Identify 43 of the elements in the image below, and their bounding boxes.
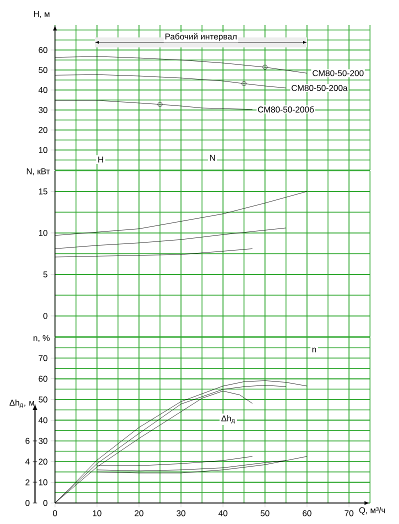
band-label: Рабочий интервал	[165, 33, 237, 42]
x-tick-label: 20	[134, 510, 144, 516]
x-tick-label: 30	[176, 510, 186, 516]
y2-tick-label: 6	[26, 438, 30, 444]
y-tick-label: 60	[38, 376, 48, 382]
series-label: СМ80-50-200а	[292, 85, 348, 91]
x-axis-title: Q, м³/ч	[359, 507, 385, 515]
x-tick-label: 10	[92, 510, 102, 516]
x-tick-label: 0	[52, 510, 58, 516]
y-tick-label: 20	[38, 127, 48, 133]
y2-axis-title: Δh$_{д}$, м	[10, 399, 34, 408]
series-label: СМ80-50-200	[312, 70, 364, 76]
x-tick-label: 70	[344, 510, 354, 516]
y-tick-label: 0	[43, 312, 48, 319]
y-tick-label: 10	[38, 479, 48, 486]
y-tick-label: 70	[38, 355, 48, 362]
y-tick-label: 40	[38, 417, 48, 424]
y2-tick-label: 4	[25, 458, 30, 465]
y-tick-label: 5	[43, 271, 48, 278]
annotation: Δh$_{д}$	[221, 415, 235, 424]
y-axis-title: N, кВт	[26, 168, 50, 176]
y-tick-label: 10	[38, 230, 48, 236]
y-axis-title: n, %	[34, 335, 50, 342]
y-tick-label: 30	[38, 438, 48, 444]
y-axis-title: H, м	[34, 11, 50, 18]
x-tick-label: 60	[302, 510, 312, 516]
y-tick-label: 30	[38, 107, 48, 113]
y-tick-label: 60	[38, 47, 48, 53]
y-tick-label: 50	[38, 396, 48, 402]
y-tick-label: 40	[38, 87, 48, 93]
x-tick-label: 50	[260, 510, 270, 516]
series-label: СМ80-50-200б	[258, 106, 314, 113]
x-tick-label: 40	[218, 510, 228, 516]
y-tick-label: 50	[38, 67, 48, 73]
y-tick-label: 0	[43, 500, 48, 506]
y-tick-label: 20	[38, 458, 48, 465]
y-tick-label: 10	[38, 147, 48, 153]
y-tick-label: 15	[38, 188, 48, 194]
y2-tick-label: 2	[26, 479, 30, 486]
annotation: H	[98, 156, 104, 162]
annotation: N	[210, 154, 215, 161]
annotation: n	[312, 348, 316, 352]
y2-tick-label: 0	[25, 500, 30, 506]
